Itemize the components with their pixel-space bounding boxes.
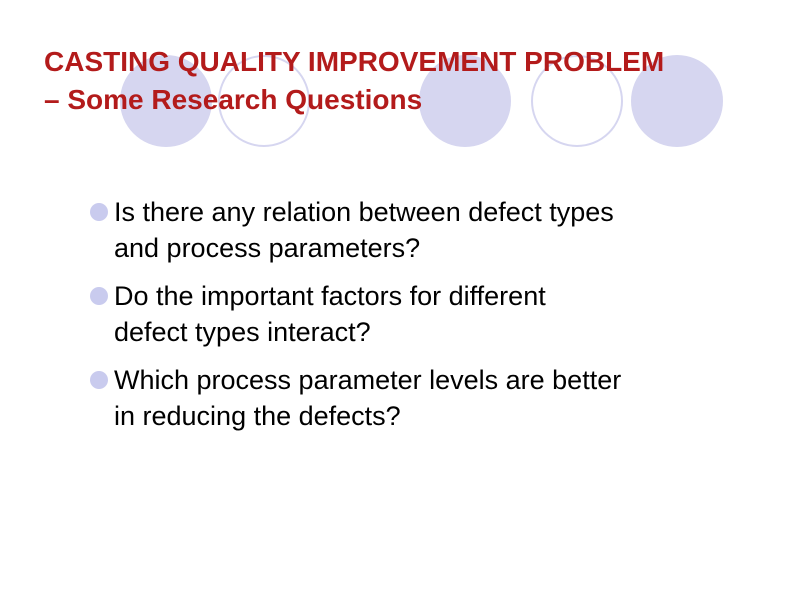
- bullet-dot-icon: [90, 203, 108, 221]
- bullet-text-line: Is there any relation between defect typ…: [114, 197, 614, 227]
- decor-circle-outline: [531, 55, 623, 147]
- decor-circle-filled: [120, 55, 212, 147]
- bullet-dot-icon: [90, 287, 108, 305]
- decor-circle-outline: [218, 55, 310, 147]
- bullet-text-line: defect types interact?: [114, 317, 371, 347]
- title-line: CASTING QUALITY IMPROVEMENT PROBLEM: [44, 46, 665, 77]
- bullet-text-line: Which process parameter levels are bette…: [114, 365, 622, 395]
- bullet-item: Do the important factors for different d…: [90, 278, 740, 350]
- bullet-text-line: and process parameters?: [114, 233, 421, 263]
- bullet-item: Is there any relation between defect typ…: [90, 194, 740, 266]
- bullet-item: Which process parameter levels are bette…: [90, 362, 740, 434]
- decor-circle-filled: [419, 55, 511, 147]
- title-line: – Some Research Questions: [44, 84, 423, 115]
- bullet-list: Is there any relation between defect typ…: [90, 194, 740, 446]
- bullet-dot-icon: [90, 371, 108, 389]
- bullet-text-line: in reducing the defects?: [114, 401, 401, 431]
- decor-circle-filled: [631, 55, 723, 147]
- slide-title: CASTING QUALITY IMPROVEMENT PROBLEM – So…: [44, 43, 784, 119]
- bullet-text-line: Do the important factors for different: [114, 281, 546, 311]
